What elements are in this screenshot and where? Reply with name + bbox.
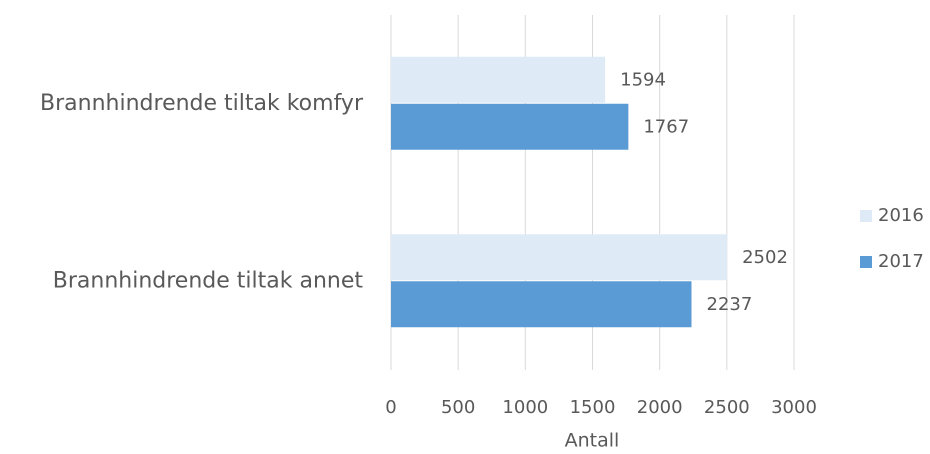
data-label: 1594 — [620, 69, 666, 90]
bar — [391, 56, 606, 103]
data-label: 1767 — [643, 116, 689, 137]
x-tick-label: 2000 — [637, 397, 683, 418]
legend-label: 2016 — [878, 205, 924, 226]
x-axis-label: Antall — [565, 430, 620, 452]
category-label: Brannhindrende tiltak komfyr — [40, 91, 364, 116]
data-label: 2237 — [707, 294, 753, 315]
x-tick-label: 2500 — [704, 397, 750, 418]
bar — [391, 281, 692, 328]
x-tick-label: 500 — [441, 397, 475, 418]
x-tick-label: 1000 — [502, 397, 548, 418]
x-tick-label: 3000 — [771, 397, 817, 418]
x-tick-label: 1500 — [570, 397, 616, 418]
legend-swatch — [860, 256, 872, 268]
bar — [391, 234, 728, 281]
bar — [391, 103, 629, 150]
legend-label: 2017 — [878, 251, 924, 272]
category-label: Brannhindrende tiltak annet — [53, 268, 364, 293]
x-tick-label: 0 — [385, 397, 396, 418]
legend-swatch — [860, 210, 872, 222]
data-label: 2502 — [742, 247, 788, 268]
